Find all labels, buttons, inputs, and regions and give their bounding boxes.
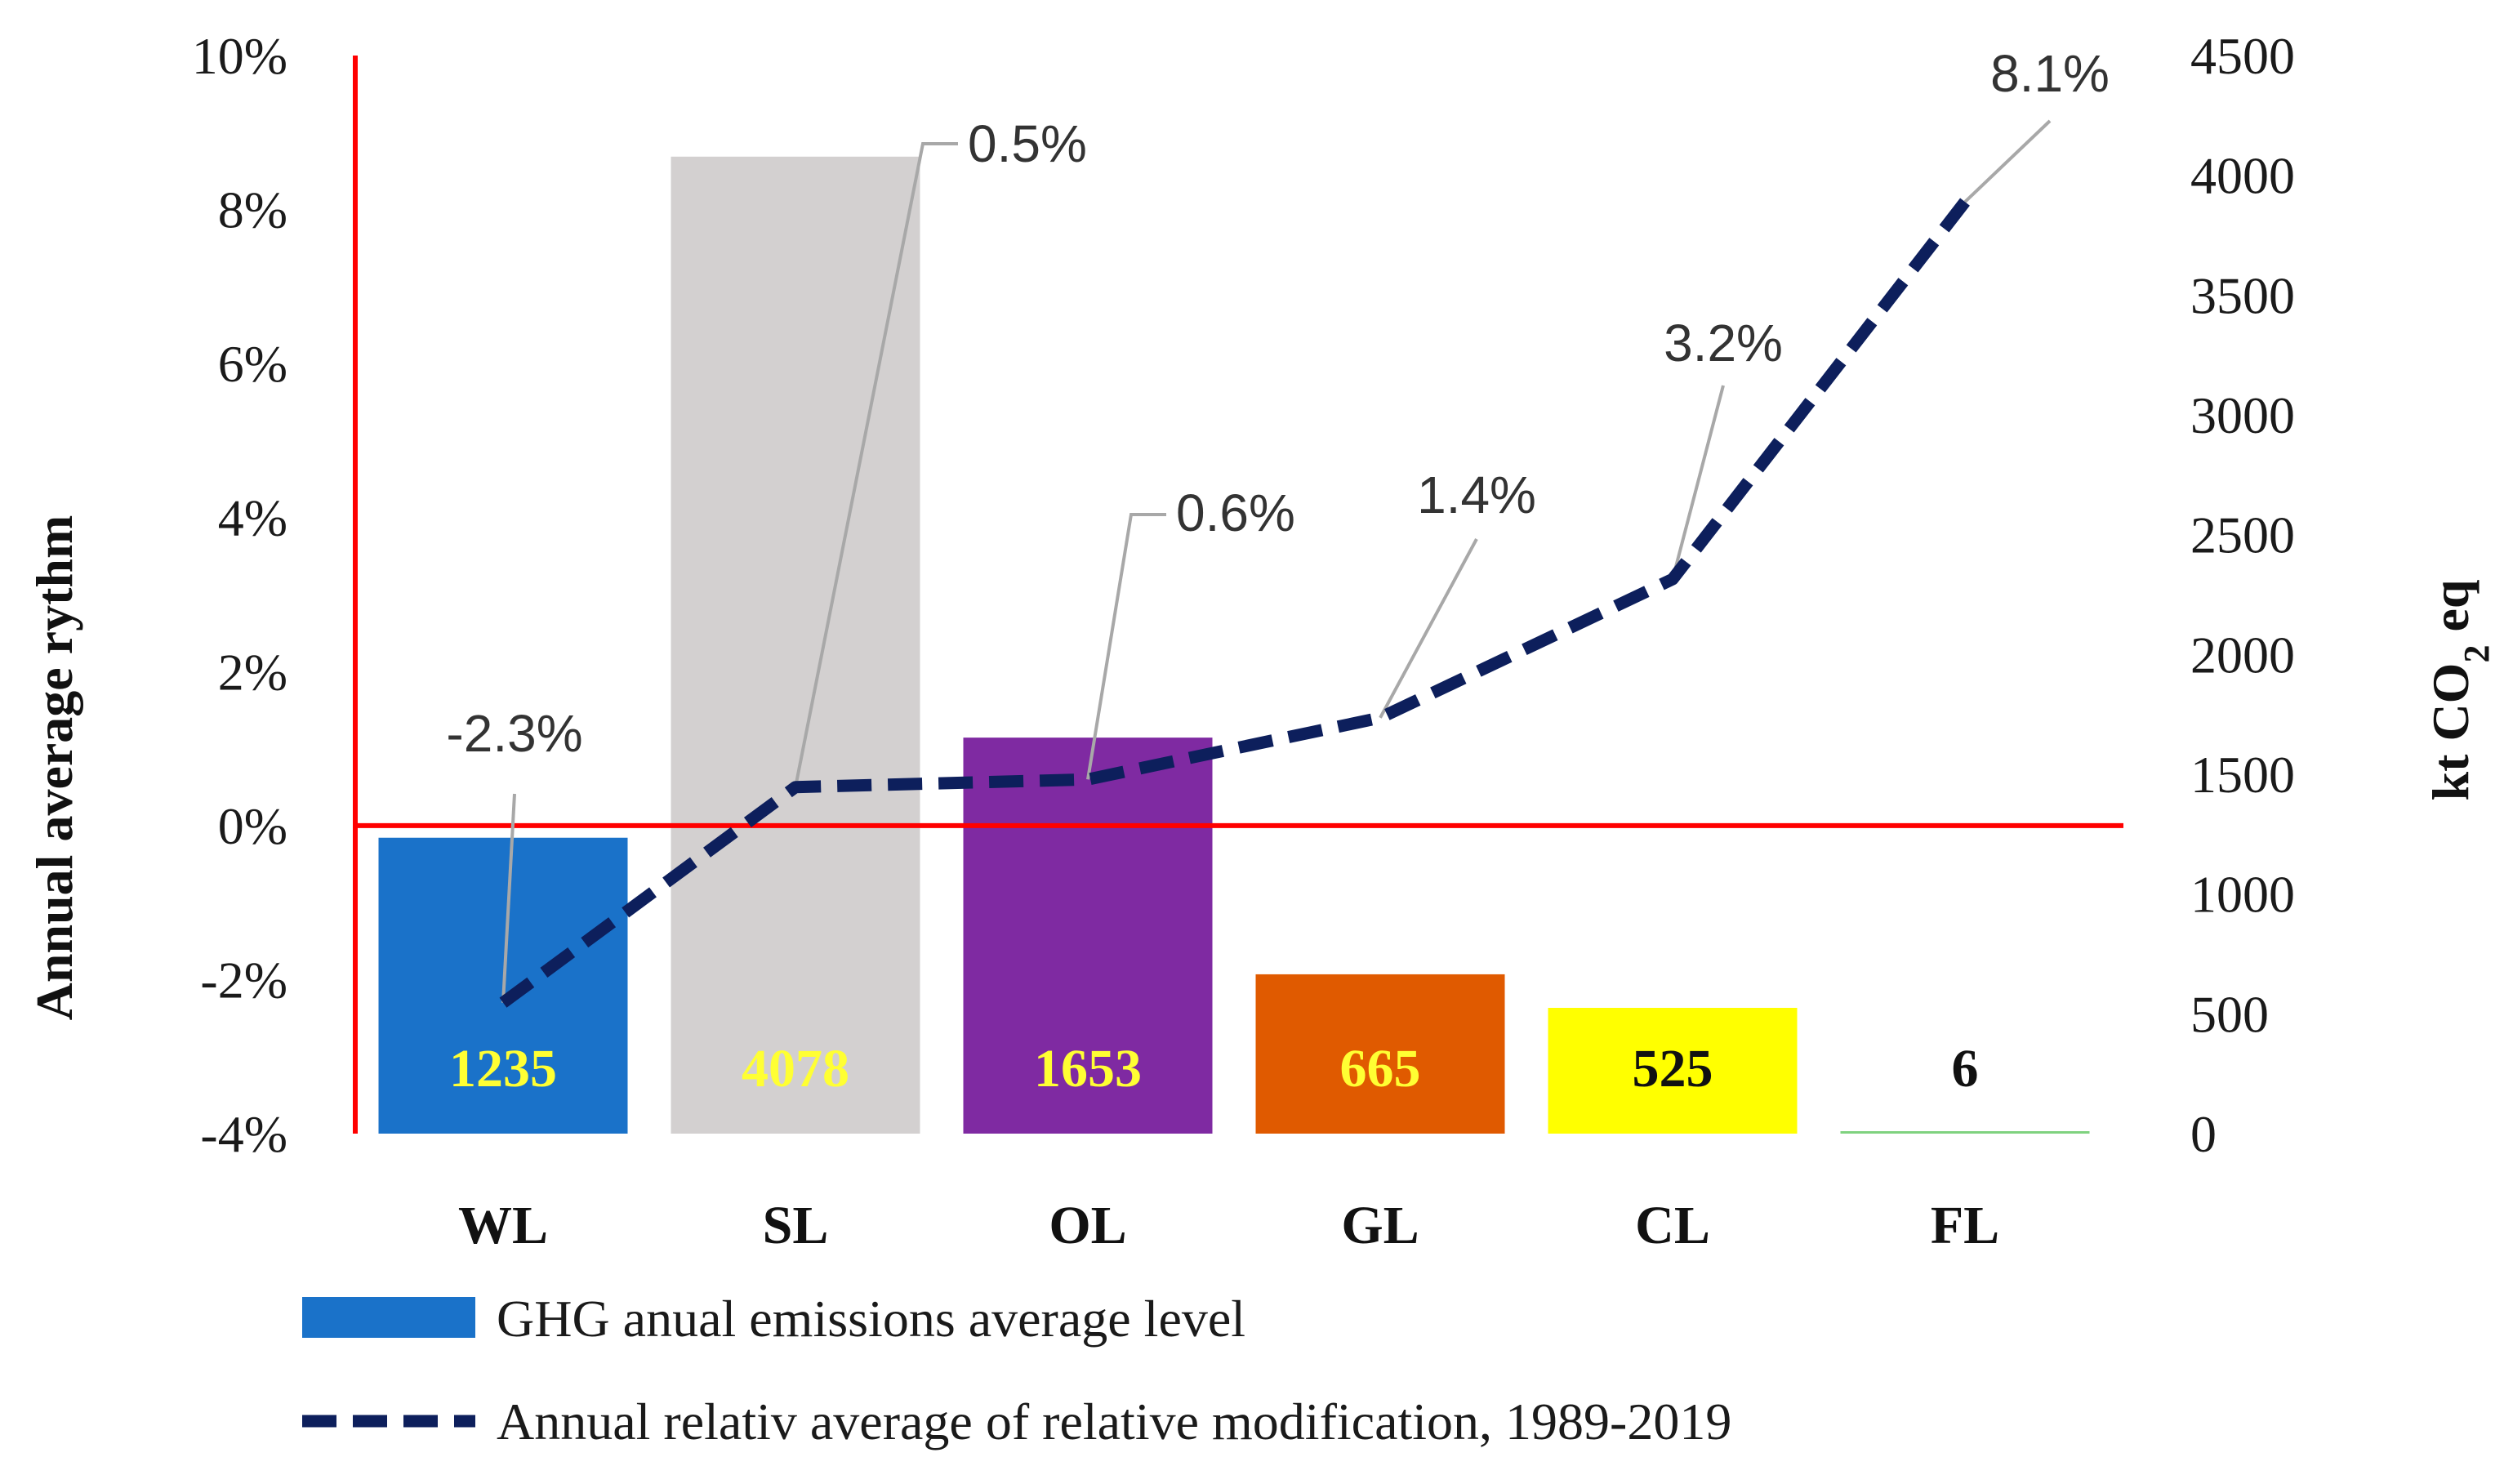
left-tick-label: 6% bbox=[218, 335, 287, 393]
right-axis-title-subscript: 2 bbox=[2457, 645, 2497, 663]
line-value-cl: 3.2% bbox=[1664, 314, 1783, 372]
bar-value-wl: 1235 bbox=[449, 1039, 557, 1099]
leader-line-fl bbox=[1963, 119, 2052, 203]
leader-line-cl bbox=[1671, 385, 1725, 580]
category-label-cl: CL bbox=[1635, 1196, 1710, 1255]
left-axis-ticks: 10% 8% 6% 4% 2% 0% -2% -4% bbox=[192, 27, 287, 1163]
line-value-ol: 0.6% bbox=[1176, 484, 1295, 542]
bar-value-sl: 4078 bbox=[742, 1039, 849, 1099]
line-percent-labels: -2.3% 0.5% 0.6% 1.4% 3.2% 8.1% bbox=[446, 44, 2110, 763]
right-axis-ticks: 4500 4000 3500 3000 2500 2000 1500 1000 500 0 bbox=[2190, 27, 2295, 1163]
bar-cl bbox=[1548, 1008, 1798, 1134]
bar-value-labels: 1235 4078 1653 665 525 6 bbox=[449, 1039, 1979, 1099]
category-labels: WL SL OL GL CL FL bbox=[458, 1196, 1999, 1255]
category-label-gl: GL bbox=[1341, 1196, 1419, 1255]
legend: GHG anual emissions average level Annual… bbox=[302, 1290, 1731, 1451]
category-label-fl: FL bbox=[1931, 1196, 1999, 1255]
bar-value-cl: 525 bbox=[1633, 1039, 1713, 1099]
left-axis-title: Annual average rythm bbox=[25, 515, 83, 1021]
category-label-ol: OL bbox=[1049, 1196, 1126, 1255]
left-tick-label: 4% bbox=[218, 489, 287, 547]
bar-ol bbox=[963, 738, 1213, 1134]
right-tick-label: 1500 bbox=[2190, 746, 2295, 804]
left-tick-label: -2% bbox=[200, 951, 287, 1009]
category-label-sl: SL bbox=[763, 1196, 829, 1255]
line-value-gl: 1.4% bbox=[1417, 466, 1536, 524]
left-tick-label: -4% bbox=[200, 1105, 287, 1163]
left-tick-label: 2% bbox=[218, 643, 287, 701]
left-tick-label: 10% bbox=[192, 27, 287, 85]
right-axis-title: kt CO2 eq bbox=[2422, 580, 2497, 801]
right-tick-label: 2000 bbox=[2190, 626, 2295, 684]
bars-group bbox=[378, 156, 2090, 1134]
line-value-fl: 8.1% bbox=[1990, 44, 2110, 103]
leader-line-wl bbox=[501, 793, 516, 1003]
leader-lines bbox=[501, 119, 2052, 1003]
legend-bar-label: GHG anual emissions average level bbox=[497, 1290, 1245, 1348]
leader-line-sl bbox=[794, 142, 958, 788]
bar-value-gl: 665 bbox=[1340, 1039, 1421, 1099]
category-label-wl: WL bbox=[458, 1196, 548, 1255]
right-tick-label: 2500 bbox=[2190, 506, 2295, 564]
legend-bar-swatch bbox=[302, 1297, 475, 1338]
legend-line-label: Annual relativ average of relative modif… bbox=[497, 1393, 1731, 1451]
bar-gl bbox=[1255, 974, 1505, 1134]
line-value-sl: 0.5% bbox=[968, 114, 1087, 173]
left-tick-label: 8% bbox=[218, 181, 287, 239]
right-tick-label: 500 bbox=[2190, 985, 2269, 1043]
right-tick-label: 1000 bbox=[2190, 866, 2295, 924]
right-tick-label: 0 bbox=[2190, 1105, 2217, 1163]
bar-sl bbox=[671, 156, 920, 1134]
left-tick-label: 0% bbox=[218, 797, 287, 855]
right-axis-title-main: kt CO bbox=[2422, 663, 2479, 801]
leader-line-ol bbox=[1086, 513, 1166, 780]
bar-fl bbox=[1840, 1131, 2090, 1134]
right-tick-label: 3000 bbox=[2190, 386, 2295, 444]
right-axis-title-suffix: eq bbox=[2422, 580, 2479, 645]
right-tick-label: 4500 bbox=[2190, 27, 2295, 85]
reference-lines bbox=[353, 56, 2123, 1134]
right-tick-label: 4000 bbox=[2190, 147, 2295, 205]
line-value-wl: -2.3% bbox=[446, 704, 582, 763]
right-tick-label: 3500 bbox=[2190, 266, 2295, 324]
leader-line-gl bbox=[1379, 538, 1478, 719]
bar-value-fl: 6 bbox=[1952, 1039, 1979, 1099]
bar-value-ol: 1653 bbox=[1034, 1039, 1142, 1099]
